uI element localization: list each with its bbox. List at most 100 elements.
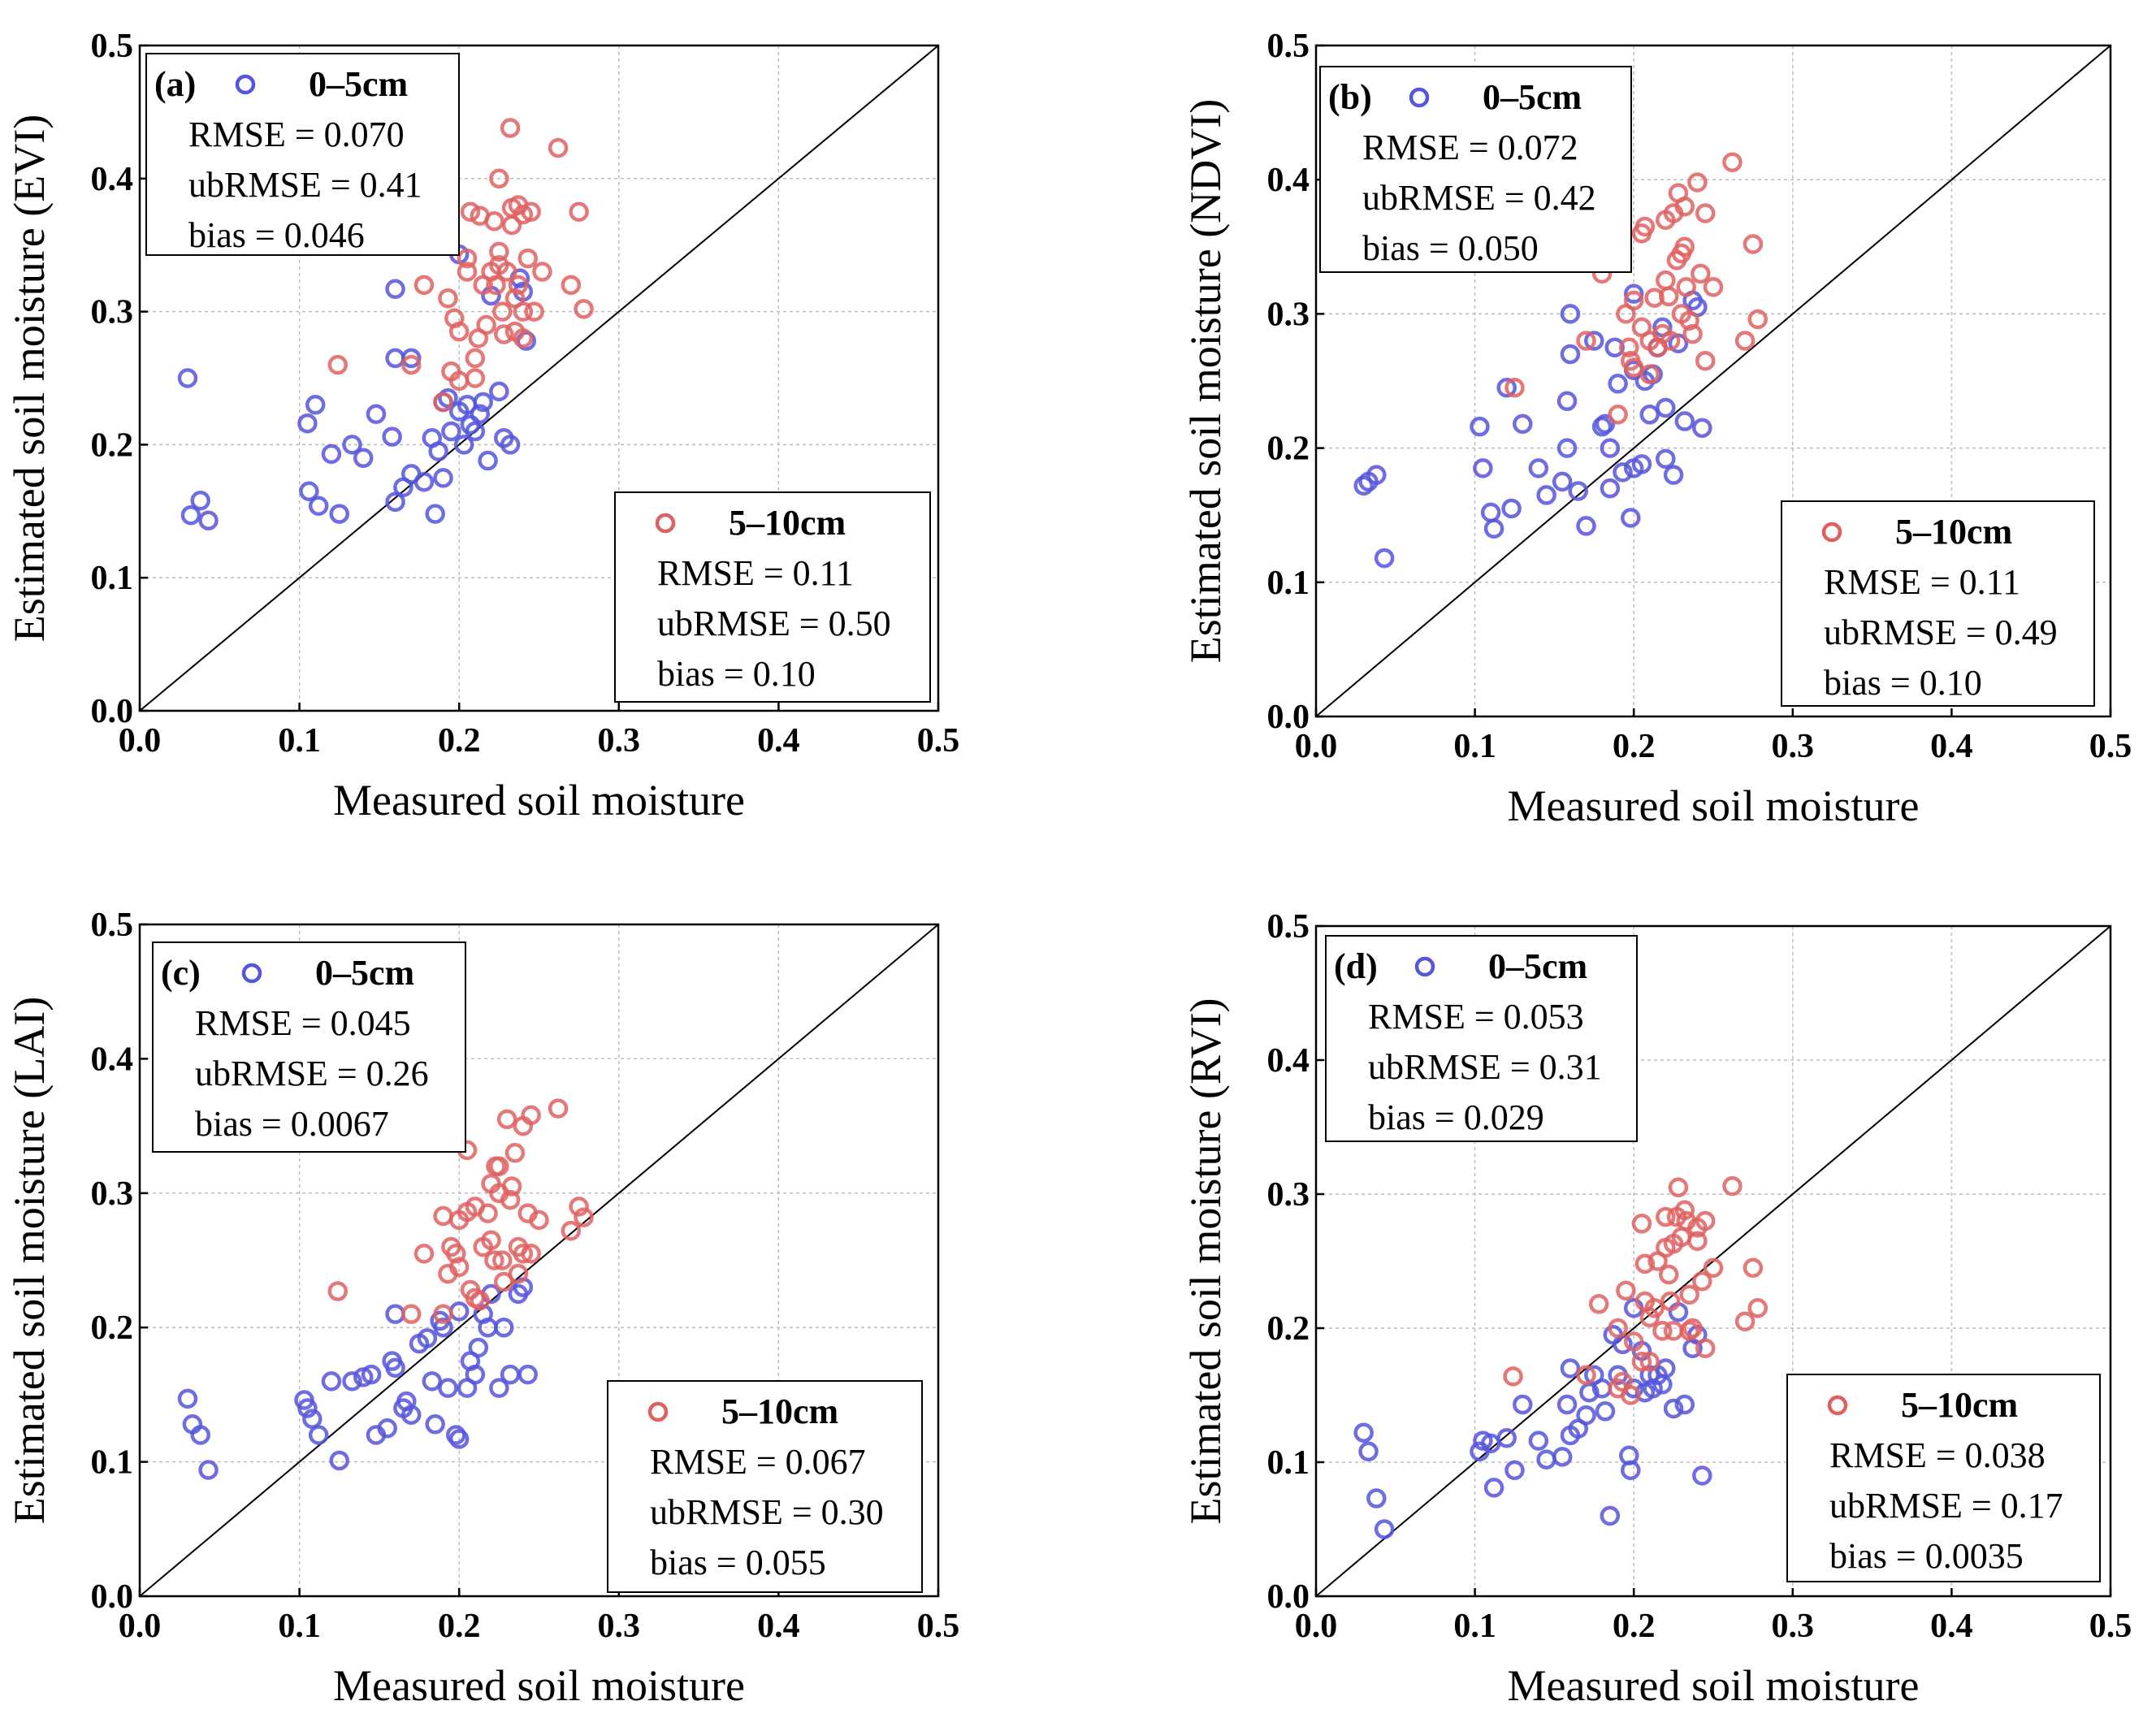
data-point bbox=[425, 1414, 445, 1435]
data-point bbox=[484, 210, 504, 232]
legend-0-5cm: (c) 0–5cm RMSE = 0.045 ubRMSE = 0.26 bias = … bbox=[152, 941, 466, 1153]
y-tick-label: 0.0 bbox=[91, 693, 134, 730]
data-point bbox=[1652, 1321, 1673, 1341]
data-point bbox=[561, 1220, 582, 1241]
y-tick-label: 0.3 bbox=[1267, 296, 1310, 333]
data-point bbox=[574, 1207, 594, 1227]
data-point bbox=[1470, 416, 1490, 437]
legend-stat: ubRMSE = 0.41 bbox=[188, 165, 422, 205]
data-point bbox=[1600, 438, 1621, 458]
data-point bbox=[1663, 1321, 1684, 1341]
data-point bbox=[496, 1109, 517, 1130]
chart-panel-1: 0.0 0.1 0.2 0.3 0.4 0.5 0.0 0.1 0.2 0.3 0.4 0.5 Meas… bbox=[5, 28, 959, 825]
data-point bbox=[366, 404, 387, 424]
data-point bbox=[1503, 1366, 1523, 1387]
data-point bbox=[1674, 411, 1695, 431]
data-point bbox=[400, 348, 422, 369]
data-point bbox=[1679, 310, 1699, 331]
plot-frame bbox=[138, 44, 940, 712]
data-point bbox=[1621, 508, 1641, 528]
data-point bbox=[1374, 548, 1395, 569]
data-point bbox=[501, 1176, 522, 1197]
data-point bbox=[481, 1230, 501, 1250]
data-point bbox=[1619, 337, 1639, 357]
data-point bbox=[489, 168, 509, 189]
data-point bbox=[1658, 1264, 1679, 1285]
data-point bbox=[425, 504, 445, 524]
data-point bbox=[1621, 1460, 1641, 1481]
data-point bbox=[1604, 337, 1625, 357]
data-point bbox=[492, 301, 513, 322]
data-point bbox=[496, 262, 517, 282]
data-point bbox=[180, 504, 201, 526]
legend-stat: bias = 0.029 bbox=[1368, 1097, 1544, 1137]
series-0-5cm bbox=[177, 244, 537, 531]
data-point bbox=[438, 288, 458, 309]
data-point bbox=[1623, 357, 1644, 378]
data-point bbox=[438, 1378, 458, 1398]
data-point bbox=[1703, 1257, 1724, 1278]
one-to-one-line bbox=[139, 45, 939, 712]
legend-stat: bias = 0.0067 bbox=[195, 1104, 389, 1144]
data-point bbox=[297, 413, 318, 434]
data-point bbox=[1682, 1318, 1703, 1339]
data-point bbox=[521, 201, 541, 222]
y-tick-label: 0.2 bbox=[91, 426, 134, 464]
data-point bbox=[1560, 344, 1581, 365]
data-point bbox=[1663, 1398, 1684, 1419]
data-point bbox=[513, 328, 534, 348]
data-point bbox=[1595, 1401, 1616, 1422]
data-point bbox=[1692, 1271, 1712, 1292]
data-point bbox=[1660, 1291, 1681, 1312]
data-point bbox=[500, 435, 521, 455]
data-point bbox=[329, 504, 349, 524]
panel-label: (a) bbox=[154, 64, 196, 104]
legend-stat: RMSE = 0.038 bbox=[1829, 1435, 2046, 1475]
data-point bbox=[441, 421, 461, 442]
data-point bbox=[1734, 1311, 1756, 1331]
data-point bbox=[1483, 518, 1504, 539]
data-point bbox=[327, 1281, 349, 1301]
data-point bbox=[377, 1418, 397, 1439]
data-point bbox=[465, 421, 486, 442]
data-point bbox=[1674, 196, 1695, 217]
legend-box bbox=[1781, 500, 2095, 707]
data-point bbox=[1674, 1394, 1695, 1415]
data-point bbox=[1366, 465, 1387, 485]
legend-stat: RMSE = 0.072 bbox=[1362, 128, 1578, 167]
x-tick-label: 0.2 bbox=[438, 1608, 481, 1645]
x-axis-label: Measured soil moisture bbox=[333, 1661, 745, 1710]
x-tick-label: 0.3 bbox=[1772, 728, 1815, 765]
data-point bbox=[1631, 1214, 1652, 1234]
y-tick-label: 0.1 bbox=[1267, 1444, 1310, 1482]
y-tick-label: 0.2 bbox=[91, 1309, 134, 1347]
data-point bbox=[1496, 378, 1517, 398]
y-tick-label: 0.4 bbox=[1267, 162, 1310, 199]
data-point bbox=[1687, 172, 1708, 193]
data-point bbox=[513, 1243, 534, 1264]
data-point bbox=[329, 1450, 349, 1471]
data-point bbox=[1621, 1385, 1641, 1405]
data-point bbox=[492, 1250, 513, 1270]
data-point bbox=[1588, 1294, 1609, 1314]
data-point bbox=[1556, 438, 1578, 458]
legend-stat: ubRMSE = 0.42 bbox=[1362, 178, 1596, 218]
data-point bbox=[428, 441, 448, 461]
y-axis-label: Estimated soil moisture (LAI) bbox=[5, 997, 54, 1524]
data-point bbox=[500, 1189, 521, 1210]
data-point bbox=[198, 1460, 219, 1480]
series-5-10cm bbox=[1503, 1175, 1769, 1405]
data-point bbox=[1560, 1358, 1581, 1379]
y-tick-label: 0.1 bbox=[91, 1444, 134, 1482]
y-tick-label: 0.5 bbox=[91, 28, 134, 65]
data-point bbox=[308, 496, 329, 516]
panel-label: (b) bbox=[1328, 77, 1372, 117]
x-tick-label: 0.0 bbox=[1295, 728, 1338, 765]
data-point bbox=[1722, 1175, 1743, 1197]
y-tick-label: 0.0 bbox=[1267, 1578, 1310, 1616]
x-tick-label: 0.4 bbox=[1930, 1608, 1973, 1645]
data-point bbox=[308, 1425, 329, 1445]
legend-series-name: 5–10cm bbox=[1895, 512, 2012, 552]
data-point bbox=[446, 1243, 466, 1264]
data-point bbox=[1473, 458, 1493, 478]
